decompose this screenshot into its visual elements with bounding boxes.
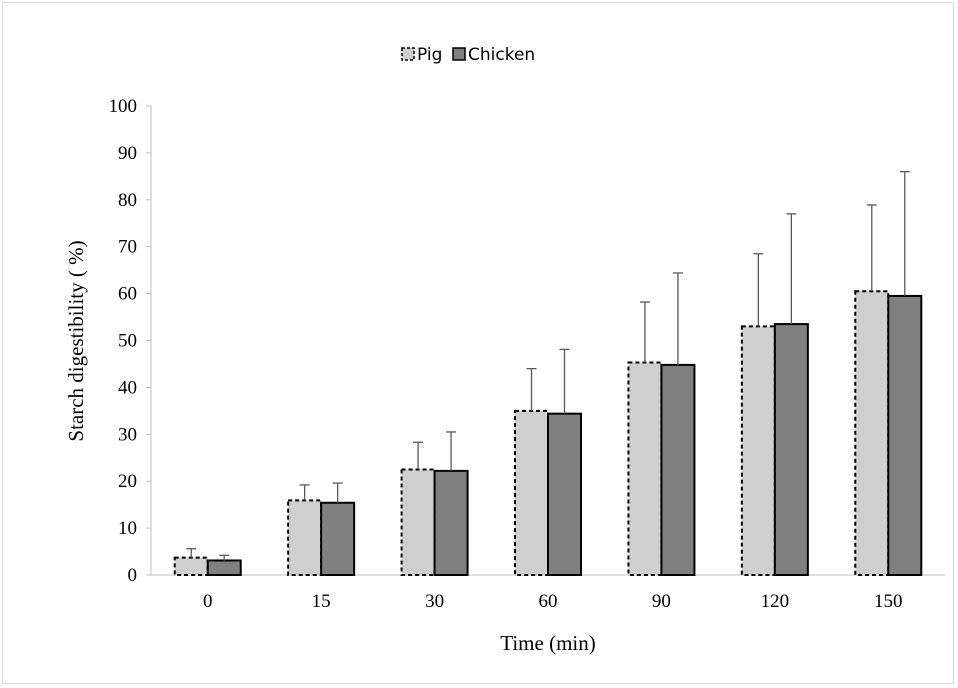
y-tick-label: 100 xyxy=(109,96,138,117)
bar-pig xyxy=(287,499,323,576)
bar-chicken xyxy=(660,363,696,576)
bar-pig xyxy=(627,361,663,576)
bar-chicken xyxy=(547,412,582,576)
x-tick-label: 120 xyxy=(761,591,790,612)
bar-chicken xyxy=(773,323,809,576)
bar-chicken xyxy=(887,294,923,576)
x-axis-title: Time (min) xyxy=(500,631,595,655)
y-tick-label: 20 xyxy=(118,471,137,492)
bars xyxy=(173,290,923,577)
y-axis: 0 10 20 30 40 50 60 70 80 90 100 xyxy=(109,96,152,586)
bar-chicken xyxy=(320,501,356,576)
bar-pig xyxy=(173,556,209,576)
y-tick-label: 30 xyxy=(118,424,137,445)
y-tick-label: 70 xyxy=(118,237,137,258)
x-tick-label: 30 xyxy=(425,591,444,612)
legend-label-chicken: Chicken xyxy=(468,45,535,65)
legend-label-pig: Pig xyxy=(417,45,442,65)
x-axis: 0 15 30 60 90 120 150 xyxy=(151,574,945,612)
x-tick-label: 90 xyxy=(652,591,671,612)
x-tick-label: 60 xyxy=(539,591,558,612)
y-tick-label: 50 xyxy=(118,331,137,352)
y-tick-label: 10 xyxy=(118,518,137,539)
bar-pig xyxy=(400,468,436,577)
y-tick-label: 0 xyxy=(128,565,138,586)
legend-swatch-pig xyxy=(401,47,415,61)
error-bars xyxy=(186,171,910,561)
bar-chicken xyxy=(433,469,469,576)
bar-pig xyxy=(854,290,890,576)
y-tick-label: 40 xyxy=(118,377,137,398)
x-tick-label: 0 xyxy=(203,591,213,612)
y-tick-label: 90 xyxy=(118,143,137,164)
x-tick-label: 150 xyxy=(874,591,903,612)
x-tick-label: 15 xyxy=(312,591,331,612)
bar-chicken xyxy=(206,559,242,576)
legend-swatch-chicken xyxy=(452,47,466,61)
y-axis-title: Starch digestibility ( %) xyxy=(64,240,88,441)
y-tick-label: 80 xyxy=(118,190,137,211)
legend: Pig Chicken xyxy=(401,45,535,65)
bar-pig xyxy=(514,409,549,576)
bar-chart: Pig Chicken 0 10 20 30 40 50 60 70 80 90 100 0 15 30 6… xyxy=(64,45,945,655)
y-tick-label: 60 xyxy=(118,284,137,305)
bar-pig xyxy=(740,325,776,576)
